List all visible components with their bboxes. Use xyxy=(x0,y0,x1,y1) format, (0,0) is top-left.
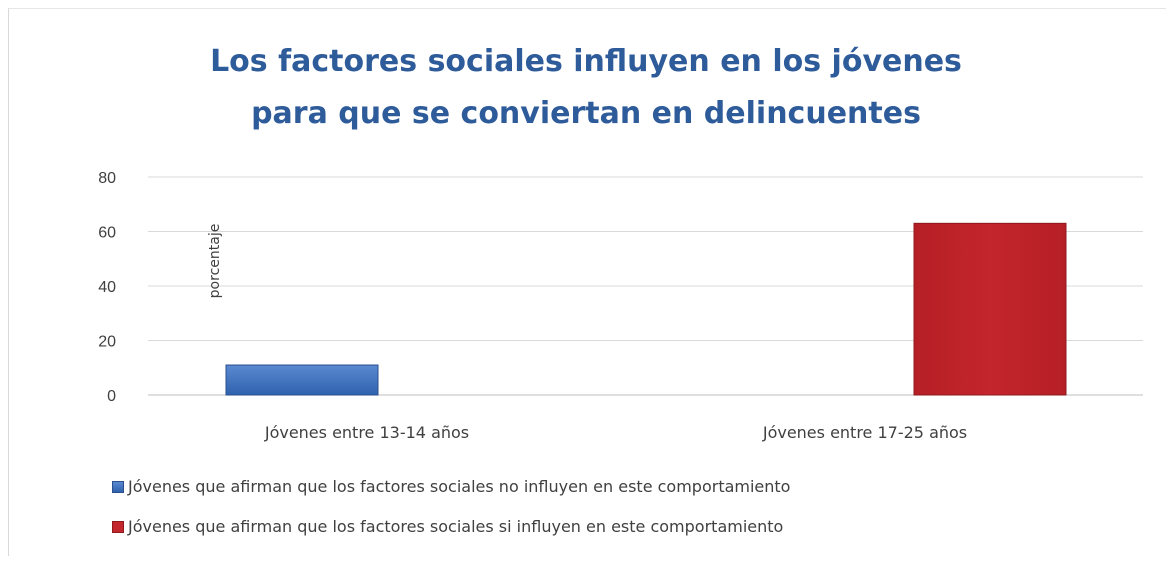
legend-label-si-influyen: Jóvenes que afirman que los factores soc… xyxy=(128,517,784,536)
bar-si-influyen xyxy=(913,222,1067,396)
x-tick-label: Jóvenes entre 17-25 años xyxy=(762,423,967,442)
chart-title-line-1: Los factores sociales influyen en los jó… xyxy=(210,44,962,79)
y-tick-label: 60 xyxy=(98,225,116,242)
y-tick-label: 0 xyxy=(107,388,116,405)
bar-no-influyen xyxy=(225,364,379,396)
legend-label-no-influyen: Jóvenes que afirman que los factores soc… xyxy=(128,477,791,496)
x-tick-label: Jóvenes entre 13-14 años xyxy=(264,423,469,442)
legend-entry-no-influyen: Jóvenes que afirman que los factores soc… xyxy=(112,477,790,496)
legend-entry-si-influyen: Jóvenes que afirman que los factores soc… xyxy=(112,517,783,536)
legend-swatch-red xyxy=(112,520,124,533)
y-tick-label: 80 xyxy=(98,170,116,187)
legend-swatch-blue xyxy=(112,480,124,493)
y-axis-title: porcentaje xyxy=(207,224,223,299)
y-tick-label: 40 xyxy=(98,279,116,296)
y-tick-label: 20 xyxy=(98,334,116,351)
chart-title-line-2: para que se conviertan en delincuentes xyxy=(251,96,921,131)
